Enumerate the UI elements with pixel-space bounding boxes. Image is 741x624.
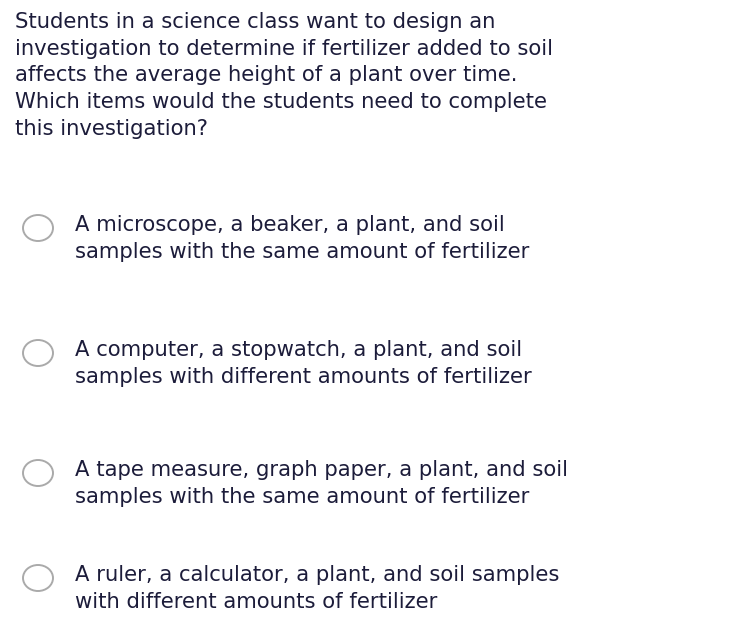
Text: A tape measure, graph paper, a plant, and soil
samples with the same amount of f: A tape measure, graph paper, a plant, an… <box>75 460 568 507</box>
Text: Students in a science class want to design an
investigation to determine if fert: Students in a science class want to desi… <box>15 12 553 139</box>
Text: A microscope, a beaker, a plant, and soil
samples with the same amount of fertil: A microscope, a beaker, a plant, and soi… <box>75 215 529 261</box>
Text: A ruler, a calculator, a plant, and soil samples
with different amounts of ferti: A ruler, a calculator, a plant, and soil… <box>75 565 559 612</box>
Text: A computer, a stopwatch, a plant, and soil
samples with different amounts of fer: A computer, a stopwatch, a plant, and so… <box>75 340 532 387</box>
